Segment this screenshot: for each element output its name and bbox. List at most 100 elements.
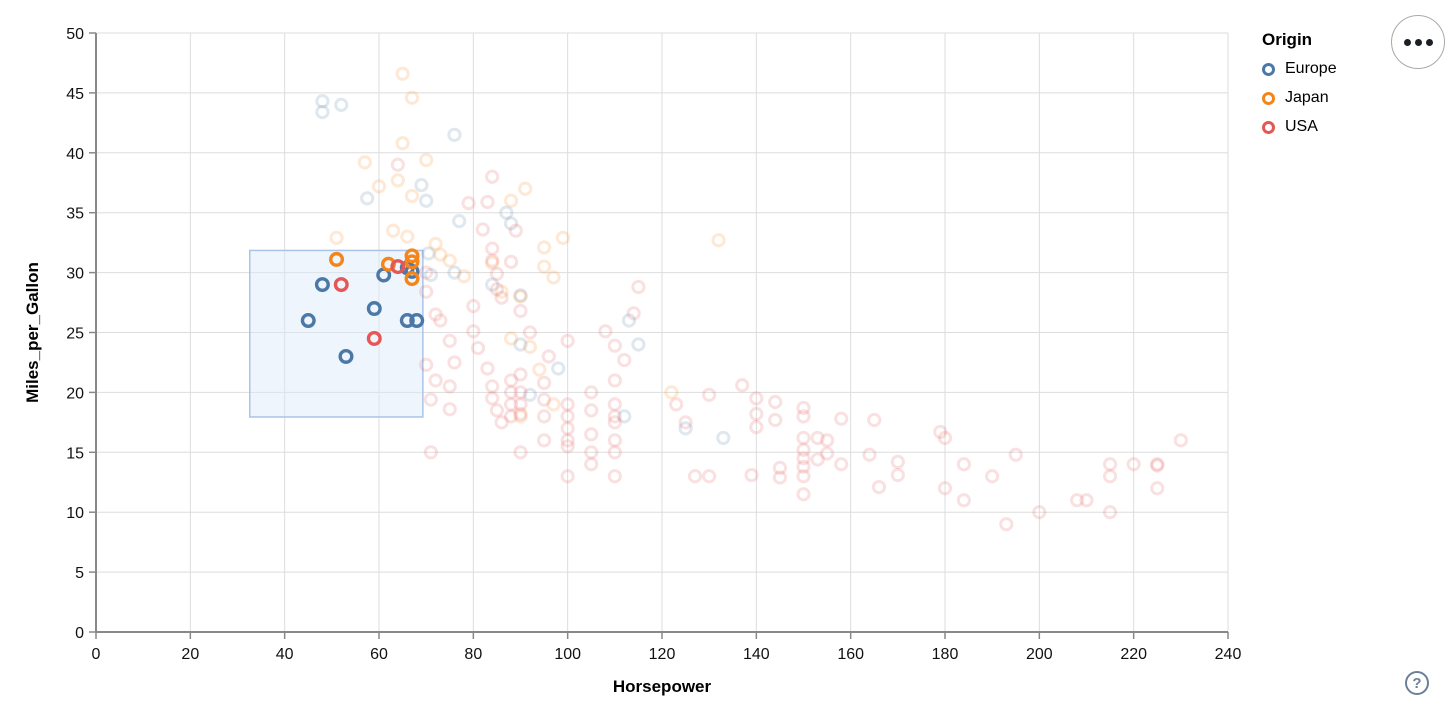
- selected-data-point-europe: [366, 301, 382, 317]
- data-point-usa: [819, 446, 835, 461]
- data-point-usa: [513, 367, 528, 382]
- data-point-usa: [428, 373, 443, 388]
- data-point-usa: [480, 361, 495, 376]
- data-point-europe: [423, 267, 438, 283]
- data-point-usa: [419, 357, 434, 372]
- data-point-europe: [678, 421, 693, 436]
- y-tick-label: 5: [75, 565, 84, 582]
- legend-symbol-europe: [1262, 62, 1275, 76]
- data-point-usa: [735, 378, 750, 393]
- data-point-usa: [503, 385, 519, 400]
- data-point-europe: [513, 337, 528, 352]
- data-point-japan: [433, 247, 448, 262]
- data-point-usa: [485, 379, 500, 394]
- data-point-usa: [607, 373, 622, 388]
- data-point-japan: [400, 229, 415, 244]
- data-point-japan: [357, 155, 372, 170]
- data-point-usa: [503, 254, 519, 269]
- help-button[interactable]: ?: [1405, 671, 1429, 695]
- data-point-usa: [1150, 458, 1165, 473]
- data-point-usa: [584, 445, 599, 460]
- data-point-europe: [716, 430, 731, 446]
- data-point-usa: [503, 397, 519, 412]
- y-tick-label: 50: [66, 26, 84, 43]
- selected-data-point-usa: [366, 330, 382, 346]
- data-point-usa: [819, 433, 835, 448]
- data-point-japan: [404, 188, 420, 204]
- data-point-usa: [522, 325, 538, 340]
- data-point-usa: [536, 375, 552, 390]
- data-point-usa: [442, 402, 457, 417]
- y-tick-label: 30: [66, 266, 84, 283]
- data-point-usa: [584, 385, 599, 400]
- data-point-usa: [513, 303, 528, 319]
- data-point-usa: [433, 313, 448, 328]
- y-tick-label: 15: [66, 445, 84, 462]
- data-point-usa: [513, 385, 528, 400]
- y-tick-label: 10: [66, 505, 84, 522]
- data-point-europe: [334, 97, 349, 112]
- data-point-usa: [871, 479, 887, 495]
- data-point-japan: [419, 152, 434, 168]
- data-point-europe: [360, 191, 375, 206]
- y-tick-label: 35: [66, 206, 84, 223]
- data-point-usa: [541, 349, 556, 364]
- data-point-usa: [631, 279, 646, 295]
- data-point-japan: [546, 397, 561, 412]
- data-point-usa: [617, 352, 632, 368]
- data-point-usa: [1126, 457, 1141, 472]
- data-point-japan: [513, 409, 528, 424]
- x-tick-label: 20: [181, 646, 199, 663]
- legend-entry-europe: Europe: [1262, 60, 1412, 78]
- data-point-europe: [452, 213, 467, 229]
- data-point-usa: [390, 157, 405, 172]
- data-point-usa: [796, 409, 811, 424]
- data-point-usa: [796, 451, 811, 466]
- x-tick-label: 140: [743, 646, 770, 663]
- data-point-usa: [607, 415, 622, 430]
- data-point-usa: [560, 421, 575, 436]
- selected-data-point-japan: [329, 251, 345, 267]
- data-point-usa: [772, 470, 788, 485]
- data-point-usa: [810, 430, 825, 446]
- options-menu-button[interactable]: [1391, 15, 1445, 69]
- data-point-usa: [669, 397, 684, 412]
- data-point-usa: [560, 439, 575, 454]
- data-point-usa: [702, 387, 717, 402]
- brush-selection[interactable]: [249, 249, 424, 418]
- selected-data-point-europe: [404, 263, 420, 279]
- data-point-europe: [621, 313, 637, 328]
- selected-data-point-usa: [333, 277, 349, 293]
- data-point-usa: [1008, 447, 1023, 462]
- data-point-japan: [395, 136, 410, 151]
- legend-label: USA: [1285, 118, 1318, 135]
- y-tick-label: 20: [66, 385, 84, 402]
- data-point-usa: [1032, 505, 1047, 520]
- data-point-usa: [485, 391, 500, 406]
- x-tick-label: 200: [1026, 646, 1053, 663]
- data-point-japan: [390, 173, 405, 188]
- data-point-usa: [834, 457, 849, 472]
- data-point-usa: [956, 493, 971, 508]
- data-point-usa: [560, 433, 575, 448]
- y-tick-label: 0: [75, 625, 84, 642]
- selected-data-point-europe: [338, 348, 354, 364]
- data-point-usa: [480, 194, 495, 210]
- data-point-usa: [768, 394, 783, 410]
- data-point-japan: [513, 289, 528, 304]
- data-point-europe: [485, 277, 500, 292]
- data-point-usa: [485, 253, 500, 268]
- data-point-japan: [711, 233, 726, 248]
- selected-data-point-japan: [404, 248, 420, 264]
- data-point-usa: [560, 469, 575, 484]
- data-point-usa: [607, 445, 622, 460]
- data-point-usa: [485, 241, 500, 256]
- data-point-usa: [442, 333, 457, 348]
- legend: Origin Europe Japan USA: [1262, 30, 1412, 147]
- data-point-usa: [796, 400, 811, 416]
- selected-data-point-usa: [390, 259, 406, 275]
- data-point-usa: [560, 397, 575, 412]
- data-point-usa: [485, 169, 500, 184]
- data-point-usa: [768, 412, 783, 428]
